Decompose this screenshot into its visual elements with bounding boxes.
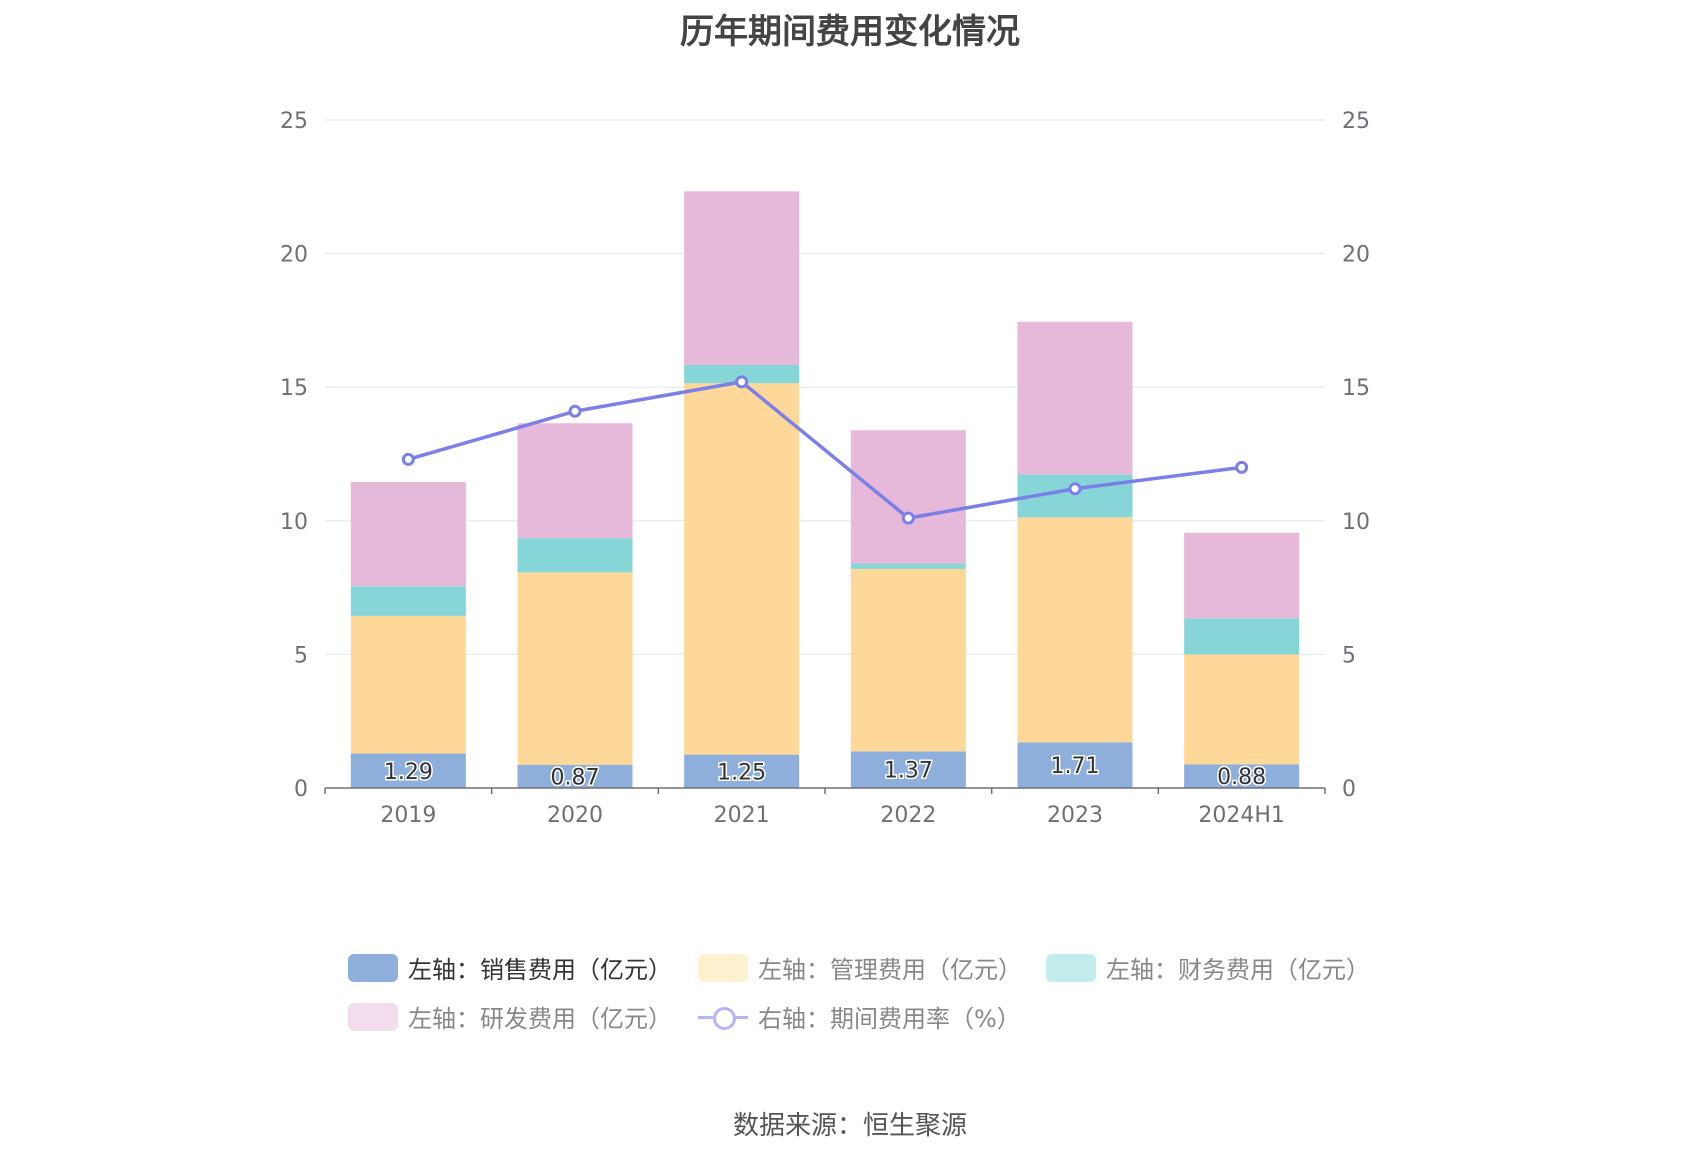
bar-segment xyxy=(517,423,633,539)
bar-segment xyxy=(350,482,466,587)
bar-segment xyxy=(684,754,800,788)
bar-data-label: 1.71 xyxy=(1051,754,1100,779)
legend-label-rnd: 左轴：研发费用（亿元） xyxy=(408,1005,672,1033)
y-right-tick-label: 0 xyxy=(1342,777,1356,802)
bar-segment xyxy=(350,586,466,616)
bar-segment xyxy=(684,191,800,366)
bar-segment xyxy=(684,365,800,384)
bar-segment xyxy=(1017,517,1133,743)
expense-rate-point xyxy=(1068,482,1082,496)
bar-segment xyxy=(1184,618,1300,655)
legend-item-sales[interactable]: 左轴：销售费用（亿元） xyxy=(348,950,672,985)
legend-swatch-rnd xyxy=(348,1002,398,1031)
y-left-tick-label: 5 xyxy=(294,643,308,668)
legend-swatch-admin xyxy=(698,953,748,982)
legend-item-admin[interactable]: 左轴：管理费用（亿元） xyxy=(698,950,1022,985)
y-right-tick-label: 5 xyxy=(1342,643,1356,668)
bar-segment xyxy=(1184,764,1300,788)
bar-segment xyxy=(850,563,966,569)
expense-rate-point xyxy=(568,404,582,418)
y-right-tick-label: 15 xyxy=(1342,376,1370,401)
bar-segment xyxy=(1184,532,1300,619)
legend-swatch-expense-rate xyxy=(698,1003,748,1031)
legend-swatch-sales xyxy=(348,953,398,982)
y-right-tick-label: 25 xyxy=(1342,109,1370,134)
y-left-tick-label: 0 xyxy=(294,777,308,802)
expense-rate-point xyxy=(735,375,749,389)
expense-rate-point xyxy=(401,452,415,466)
expense-rate-point xyxy=(901,511,915,525)
x-tick-label: 2024H1 xyxy=(1198,803,1285,828)
bar-segment xyxy=(850,568,966,752)
bar-data-label: 0.88 xyxy=(1217,765,1266,790)
legend-item-rnd[interactable]: 左轴：研发费用（亿元） xyxy=(348,999,672,1034)
data-source: 数据来源：恒生聚源 xyxy=(732,1111,967,1141)
y-left-tick-label: 25 xyxy=(280,109,308,134)
legend-label-expense-rate: 右轴：期间费用率（%） xyxy=(758,1005,1021,1033)
y-right-tick-label: 10 xyxy=(1342,510,1370,535)
bar-segment xyxy=(517,538,633,573)
expense-rate-point xyxy=(1235,460,1249,474)
bar-segment xyxy=(517,764,633,788)
bar-segment xyxy=(1017,742,1133,788)
bar-segment xyxy=(850,430,966,564)
legend-item-finance[interactable]: 左轴：财务费用（亿元） xyxy=(1046,950,1370,985)
legend-label-admin: 左轴：管理费用（亿元） xyxy=(758,956,1022,984)
bar-segment xyxy=(1184,654,1300,765)
bar-data-label: 1.37 xyxy=(884,759,933,784)
bar-segment xyxy=(850,751,966,788)
x-tick-label: 2019 xyxy=(380,803,436,828)
y-right-tick-label: 20 xyxy=(1342,243,1370,268)
bar-segment xyxy=(517,572,633,765)
y-left-tick-label: 10 xyxy=(280,510,308,535)
legend-item-expense-rate[interactable]: 右轴：期间费用率（%） xyxy=(698,999,1021,1034)
legend-swatch-finance xyxy=(1046,953,1096,982)
bar-data-label: 0.87 xyxy=(551,765,600,790)
x-tick-label: 2022 xyxy=(880,803,936,828)
legend-label-sales: 左轴：销售费用（亿元） xyxy=(408,956,672,984)
bar-data-label: 1.29 xyxy=(384,760,433,785)
bar-segment xyxy=(684,383,800,755)
y-left-tick-label: 20 xyxy=(280,243,308,268)
x-tick-label: 2021 xyxy=(714,803,770,828)
x-tick-label: 2020 xyxy=(547,803,603,828)
expense-rate-line xyxy=(407,379,1242,520)
bar-segment xyxy=(1017,321,1133,475)
x-tick-label: 2023 xyxy=(1047,803,1103,828)
legend-label-finance: 左轴：财务费用（亿元） xyxy=(1106,956,1370,984)
chart-title: 历年期间费用变化情况 xyxy=(680,12,1020,52)
bar-segment xyxy=(350,753,466,788)
bar-data-label: 1.25 xyxy=(717,760,766,785)
y-left-tick-label: 15 xyxy=(280,376,308,401)
bar-segment xyxy=(350,615,466,754)
